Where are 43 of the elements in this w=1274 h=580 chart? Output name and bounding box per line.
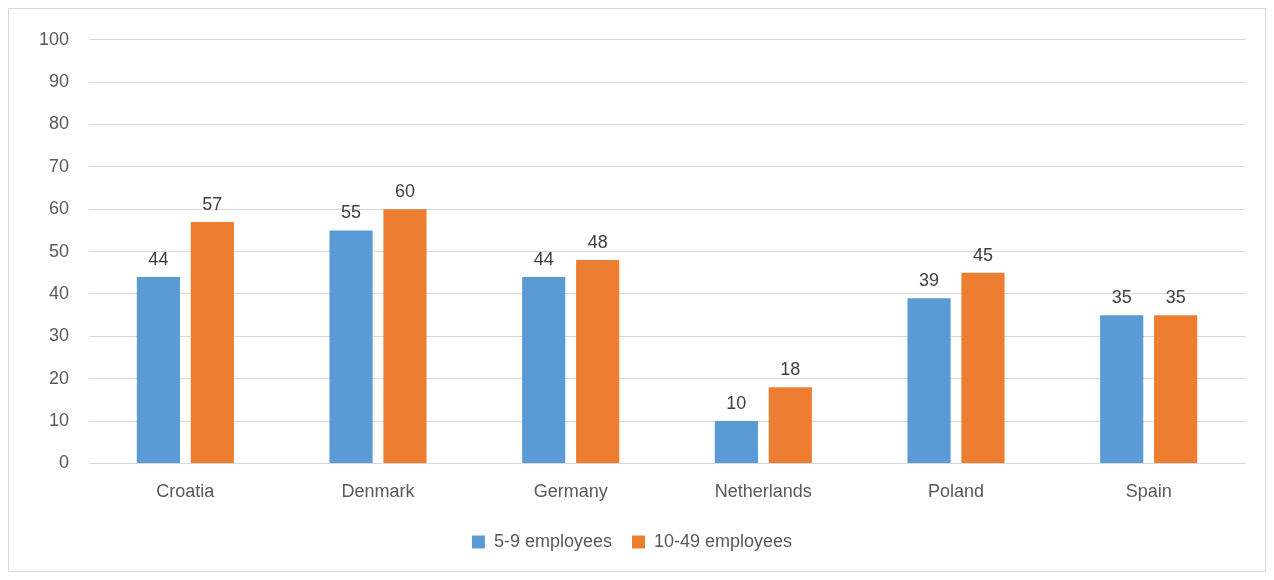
bar bbox=[190, 221, 234, 463]
y-tick-label: 10 bbox=[49, 410, 70, 431]
data-label: 35 bbox=[1165, 287, 1186, 308]
bar bbox=[522, 277, 566, 463]
bar bbox=[329, 230, 373, 463]
y-tick-label: 90 bbox=[49, 71, 70, 92]
data-label: 10 bbox=[726, 393, 747, 414]
x-tick-label: Denmark bbox=[341, 481, 416, 502]
data-label: 18 bbox=[780, 359, 801, 380]
bar bbox=[576, 260, 620, 463]
data-label: 55 bbox=[341, 202, 362, 223]
y-tick-label: 100 bbox=[38, 28, 70, 49]
x-tick-label: Netherlands bbox=[714, 481, 812, 502]
bar bbox=[383, 209, 427, 463]
x-tick-label: Croatia bbox=[156, 481, 216, 502]
y-tick-label: 30 bbox=[49, 325, 70, 346]
bar bbox=[1100, 315, 1144, 463]
data-label: 44 bbox=[148, 248, 169, 269]
data-label: 48 bbox=[587, 232, 608, 253]
data-label: 39 bbox=[919, 270, 940, 291]
data-label: 45 bbox=[972, 244, 993, 265]
bar bbox=[136, 277, 180, 463]
legend-label: 10-49 employees bbox=[653, 530, 793, 551]
y-tick-label: 40 bbox=[49, 282, 70, 303]
x-tick-label: Spain bbox=[1125, 481, 1172, 502]
y-tick-label: 50 bbox=[49, 240, 70, 261]
x-tick-label: Poland bbox=[927, 481, 985, 502]
bar bbox=[907, 298, 951, 463]
data-label: 60 bbox=[394, 181, 416, 202]
data-label: 57 bbox=[202, 193, 223, 214]
y-tick-label: 70 bbox=[49, 155, 70, 176]
y-tick-label: 60 bbox=[49, 198, 70, 219]
y-tick-label: 0 bbox=[59, 452, 70, 473]
y-tick-label: 80 bbox=[49, 113, 70, 134]
x-tick-label: Germany bbox=[533, 481, 608, 502]
bar bbox=[768, 387, 812, 463]
y-tick-label: 20 bbox=[49, 367, 70, 388]
data-label: 35 bbox=[1111, 287, 1132, 308]
legend-label: 5-9 employees bbox=[493, 530, 612, 551]
data-label: 44 bbox=[533, 248, 554, 269]
bar bbox=[1154, 315, 1198, 463]
bar bbox=[714, 421, 758, 463]
bar bbox=[961, 272, 1005, 463]
